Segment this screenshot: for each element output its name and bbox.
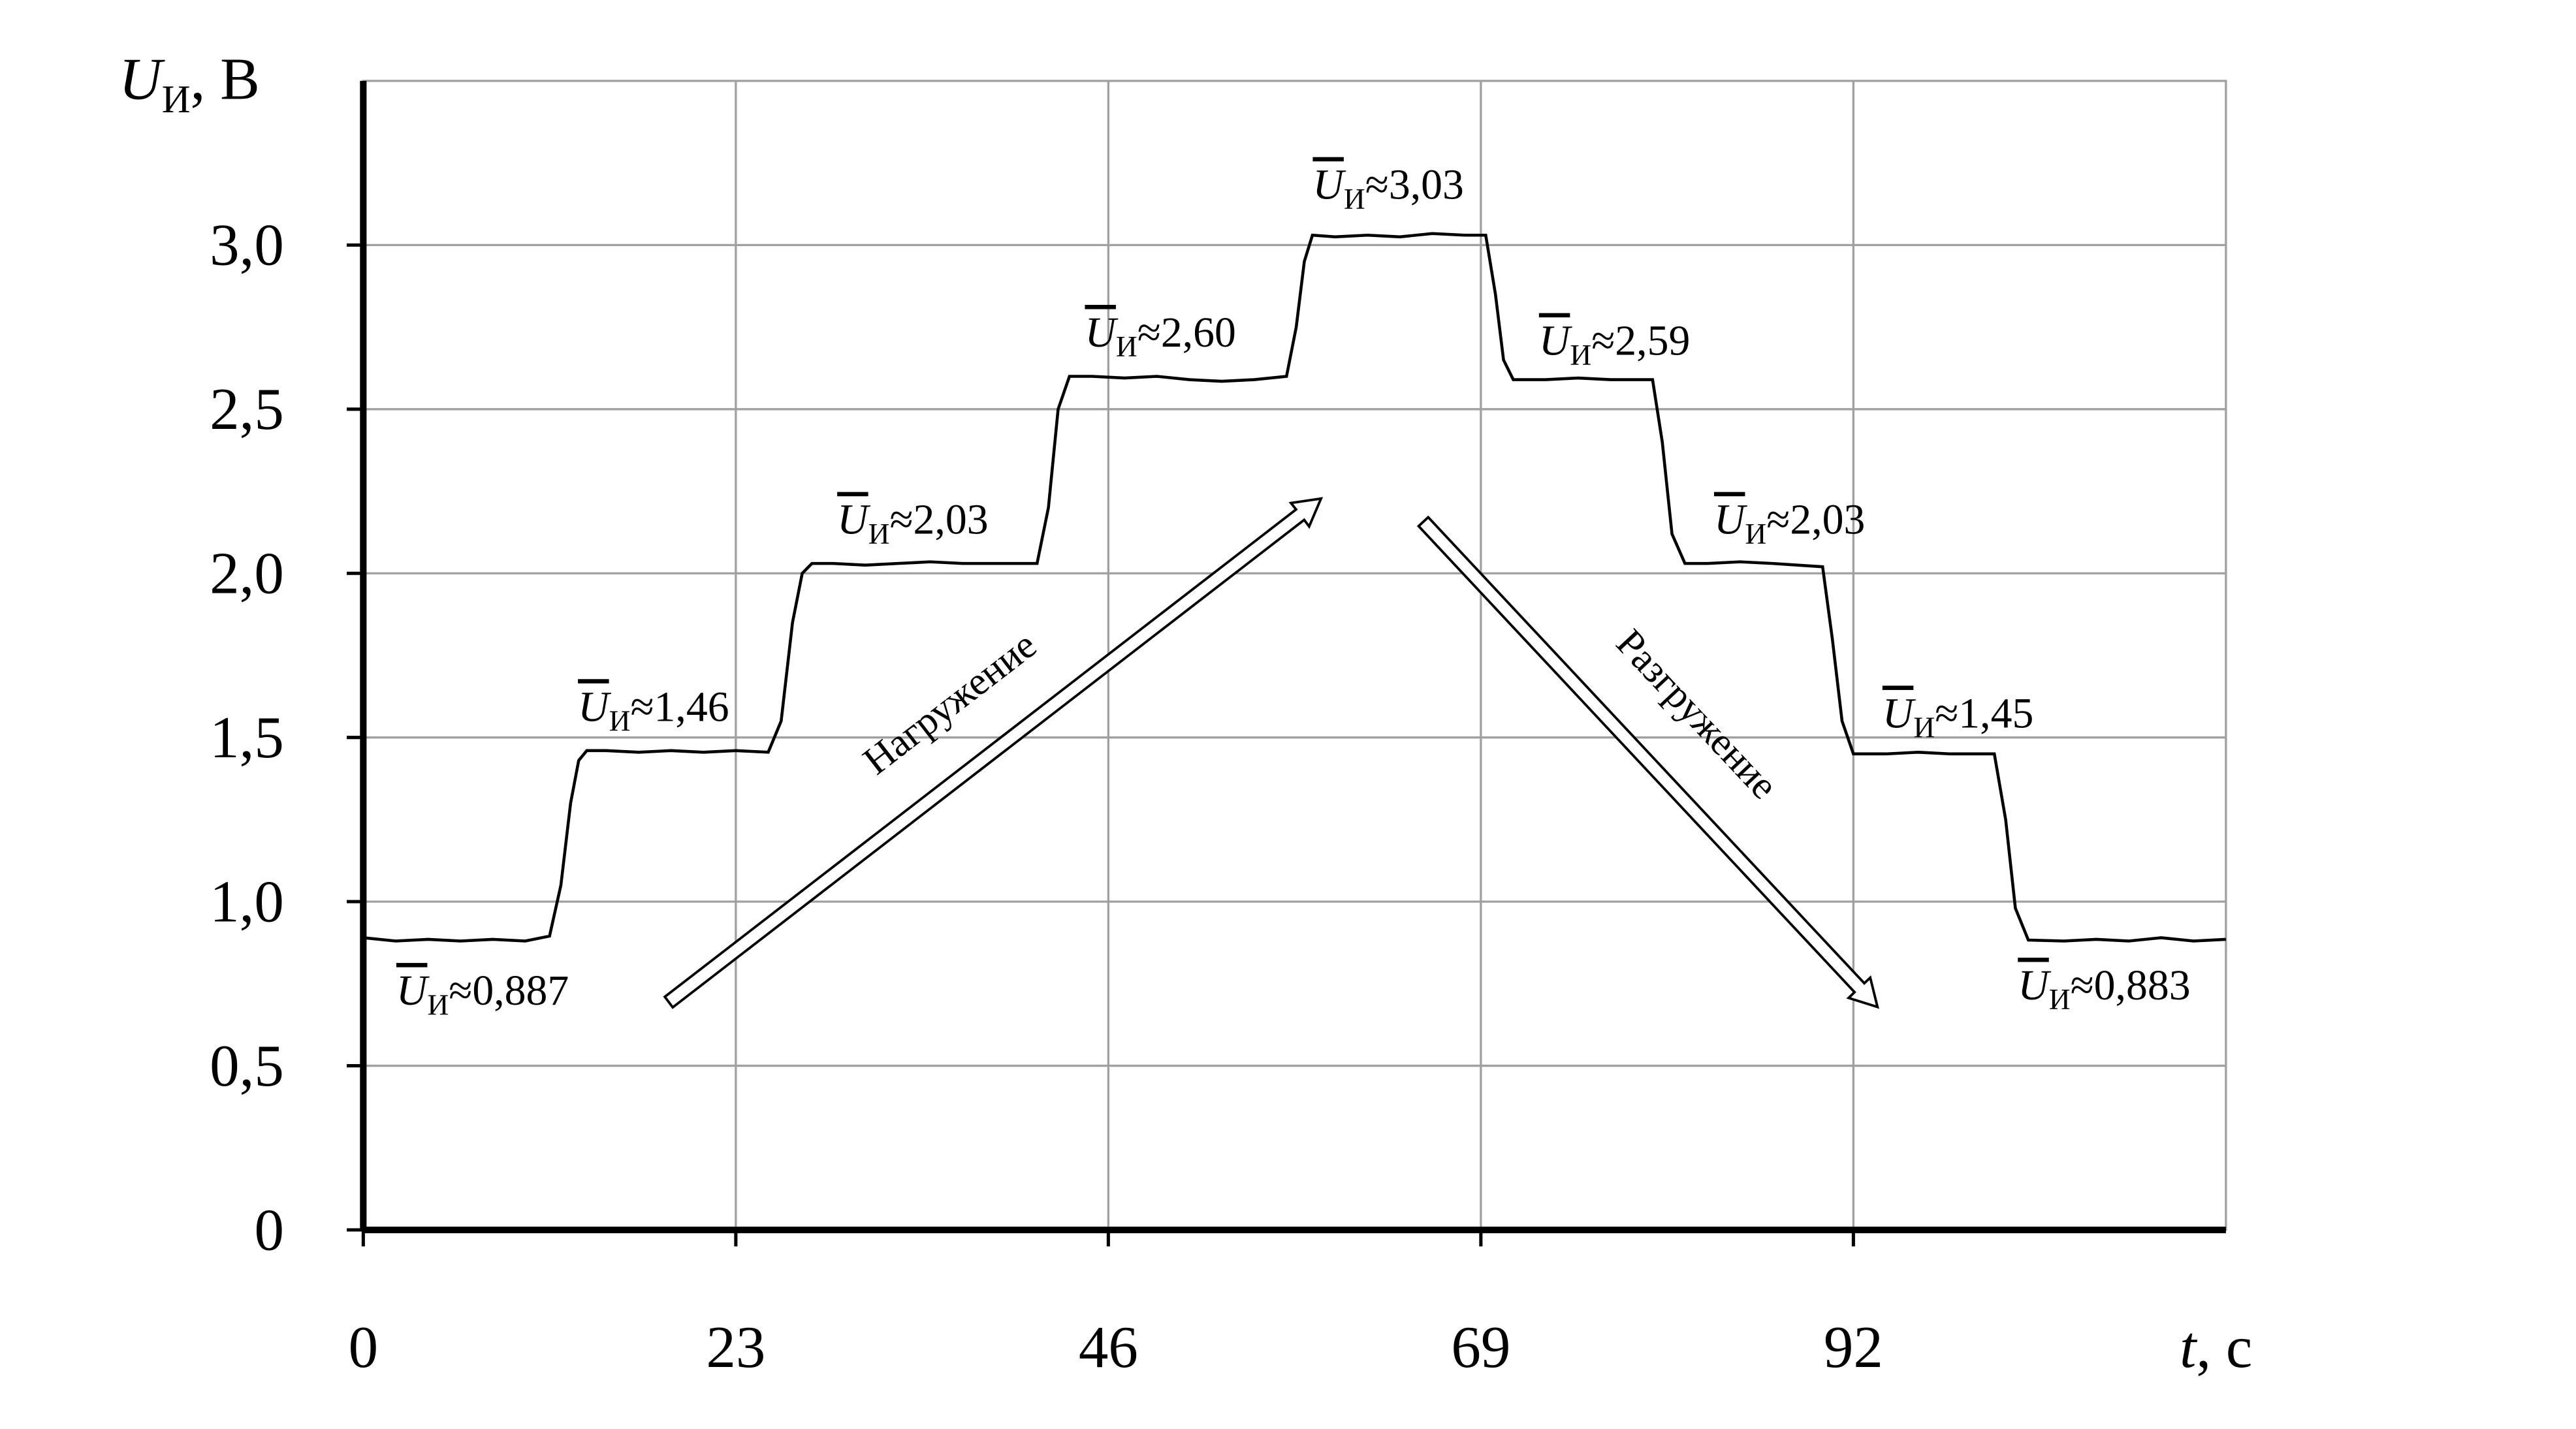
annotation-subscript: И bbox=[427, 988, 449, 1021]
x-tick-label: 46 bbox=[1079, 1314, 1138, 1380]
x-axis-label: t, с bbox=[2180, 1314, 2252, 1380]
y-tick-label: 2,0 bbox=[210, 541, 284, 606]
data-line bbox=[363, 232, 2227, 943]
annotation-label: ≈2,59 bbox=[1591, 317, 1690, 365]
y-axis-label: UИ, В bbox=[119, 46, 260, 121]
y-tick-label: 1,5 bbox=[210, 704, 284, 770]
arrow-label: Разгружение bbox=[1608, 621, 1786, 808]
annotation-label: ≈2,60 bbox=[1137, 309, 1236, 356]
annotation-symbol: U bbox=[837, 496, 871, 544]
y-tick-label: 2,5 bbox=[210, 376, 284, 442]
annotation-subscript: И bbox=[1344, 182, 1365, 215]
annotation: UИ≈1,46 bbox=[578, 683, 729, 737]
annotation-label: ≈3,03 bbox=[1365, 161, 1464, 209]
x-tick-label: 0 bbox=[349, 1314, 379, 1380]
y-label-symbol: U bbox=[119, 46, 165, 112]
plot-frame bbox=[362, 80, 2227, 1231]
y-tick-label: 0,5 bbox=[210, 1033, 284, 1099]
annotation: UИ≈2,03 bbox=[837, 496, 989, 550]
annotation: UИ≈0,883 bbox=[2018, 962, 2190, 1016]
annotation-symbol: U bbox=[1714, 496, 1748, 544]
annotation-label: ≈1,45 bbox=[1935, 689, 2033, 737]
x-tick-label: 23 bbox=[706, 1314, 765, 1380]
arrow bbox=[663, 497, 1324, 1009]
annotation-label: ≈2,03 bbox=[1766, 496, 1865, 544]
annotation-subscript: И bbox=[1116, 330, 1137, 363]
annotation-subscript: И bbox=[609, 704, 631, 737]
annotation: UИ≈3,03 bbox=[1312, 161, 1463, 215]
arrow-label: Нагружение bbox=[855, 623, 1045, 783]
annotation-label: ≈0,887 bbox=[449, 967, 569, 1014]
annotation: UИ≈1,45 bbox=[1883, 689, 2034, 744]
annotation-subscript: И bbox=[868, 517, 890, 550]
arrow bbox=[1416, 515, 1879, 1009]
annotation-symbol: U bbox=[578, 683, 612, 730]
y-tick-label: 0 bbox=[254, 1197, 284, 1263]
annotation-label: ≈0,883 bbox=[2071, 962, 2191, 1009]
annotation-symbol: U bbox=[396, 967, 430, 1014]
annotation-label: ≈2,03 bbox=[889, 496, 988, 544]
annotation-symbol: U bbox=[2018, 962, 2052, 1009]
x-tick-label: 92 bbox=[1824, 1314, 1883, 1380]
y-tick-label: 3,0 bbox=[210, 212, 284, 278]
annotation-symbol: U bbox=[1312, 161, 1346, 209]
x-tick-label: 69 bbox=[1451, 1314, 1510, 1380]
annotation-subscript: И bbox=[1913, 711, 1935, 744]
annotation: UИ≈0,887 bbox=[396, 967, 569, 1021]
y-tick-label: 1,0 bbox=[210, 868, 284, 934]
annotation: UИ≈2,60 bbox=[1085, 309, 1236, 363]
annotation-symbol: U bbox=[1539, 317, 1573, 365]
x-label-symbol: t bbox=[2180, 1314, 2198, 1380]
annotation-subscript: И bbox=[1745, 517, 1766, 550]
annotation-label: ≈1,46 bbox=[630, 683, 729, 730]
x-label-unit: , с bbox=[2196, 1314, 2252, 1380]
y-label-subscript: И bbox=[162, 78, 191, 121]
annotation: UИ≈2,59 bbox=[1539, 317, 1691, 371]
y-label-unit: , В bbox=[191, 46, 260, 112]
annotation-subscript: И bbox=[1570, 338, 1591, 371]
annotation: UИ≈2,03 bbox=[1714, 496, 1865, 550]
annotation-symbol: U bbox=[1085, 309, 1119, 356]
annotation-symbol: U bbox=[1883, 689, 1916, 737]
annotation-subscript: И bbox=[2049, 982, 2071, 1016]
